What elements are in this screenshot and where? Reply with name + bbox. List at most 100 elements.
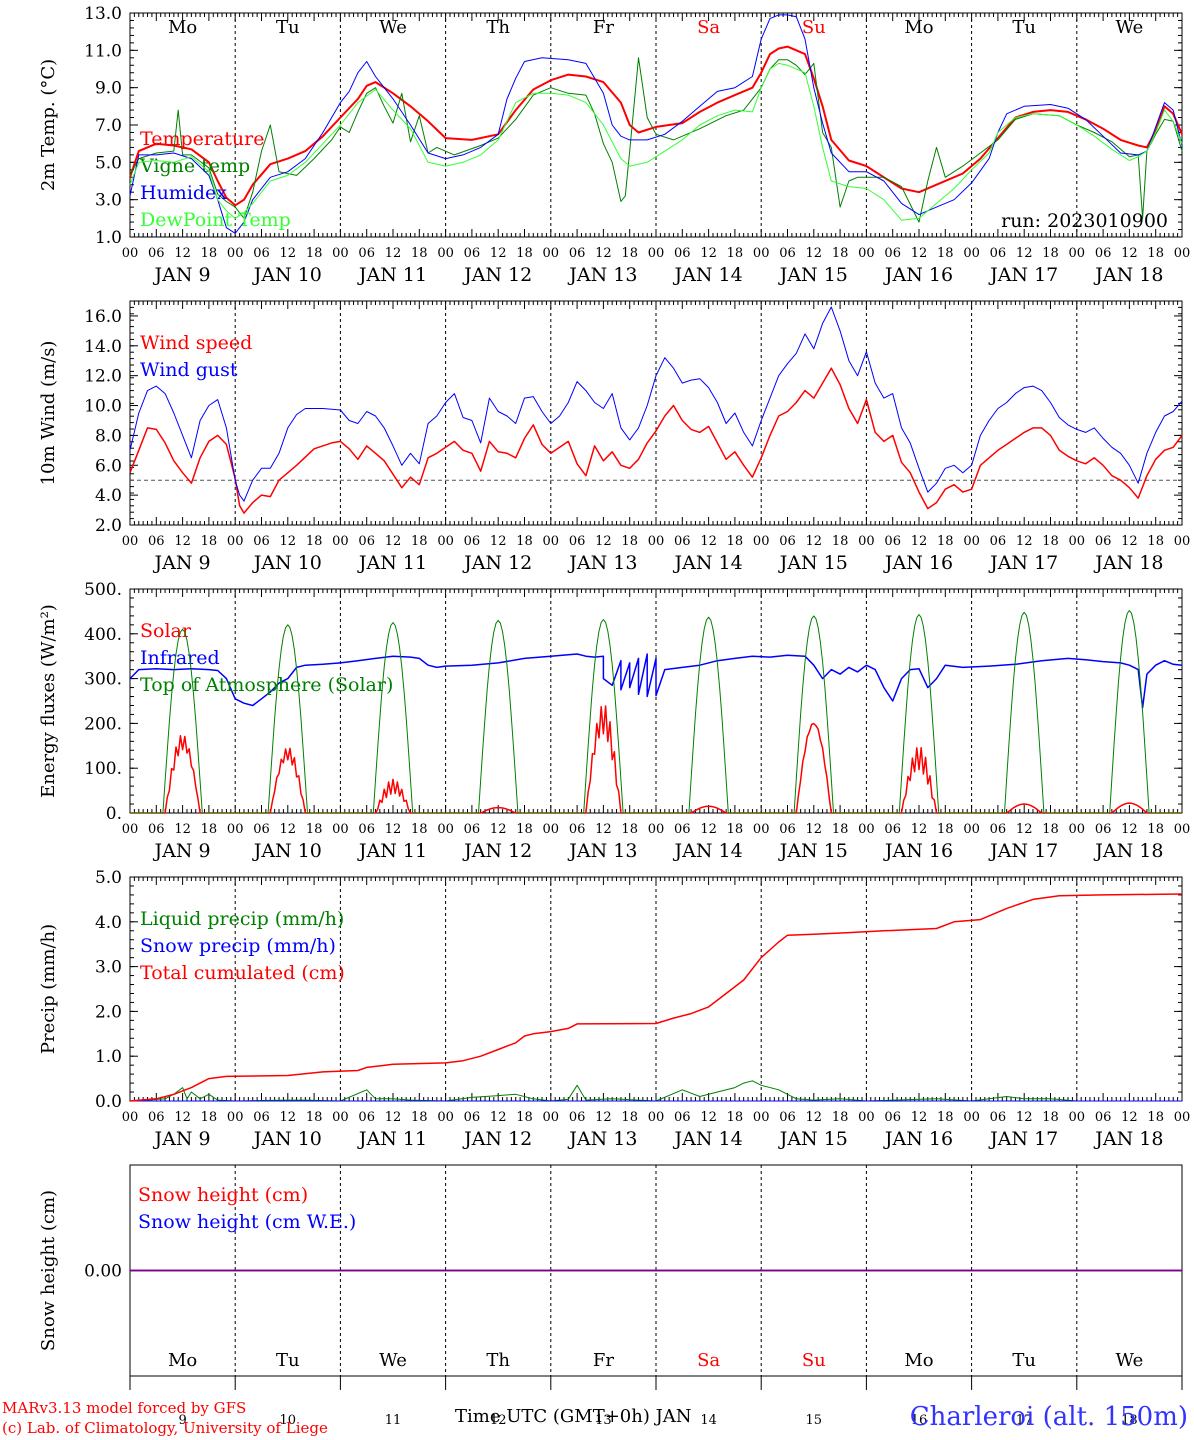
hour-tick-label: 06 [674, 534, 691, 549]
hour-tick-label: 06 [990, 246, 1007, 261]
hour-tick-label: 18 [411, 246, 428, 261]
hour-tick-label: 00 [648, 246, 665, 261]
date-label: JAN 17 [988, 1128, 1058, 1150]
hour-tick-label: 18 [516, 246, 533, 261]
date-label: JAN 15 [778, 264, 848, 286]
hour-tick-label: 06 [884, 822, 901, 837]
hour-tick-label: 18 [937, 1110, 954, 1125]
legend-entry: Wind gust [140, 359, 238, 381]
hour-tick-label: 06 [464, 1110, 481, 1125]
y-axis-title: 10m Wind (m/s) [38, 341, 59, 486]
hour-tick-label: 06 [358, 1110, 375, 1125]
hour-tick-label: 00 [858, 534, 875, 549]
day-number-label: 10 [280, 1413, 297, 1428]
hour-tick-label: 00 [227, 1110, 244, 1125]
hour-tick-label: 00 [648, 534, 665, 549]
hour-tick-label: 06 [148, 1110, 165, 1125]
day-number-label: 14 [700, 1413, 717, 1428]
date-label: JAN 14 [673, 1128, 743, 1150]
hour-tick-label: 18 [621, 534, 638, 549]
hour-tick-label: 00 [332, 822, 349, 837]
hour-tick-label: 06 [253, 1110, 270, 1125]
hour-tick-label: 00 [543, 534, 560, 549]
hour-tick-label: 00 [963, 534, 980, 549]
date-label: JAN 11 [357, 840, 427, 862]
hour-tick-label: 18 [306, 822, 323, 837]
hour-tick-label: 12 [280, 822, 297, 837]
hour-tick-label: 18 [832, 246, 849, 261]
date-label: JAN 18 [1093, 264, 1163, 286]
hour-tick-label: 12 [1121, 534, 1138, 549]
hour-tick-label: 12 [174, 534, 191, 549]
legend-entry: DewPoint Temp [140, 209, 291, 231]
hour-tick-label: 06 [1095, 246, 1112, 261]
hour-tick-label: 12 [385, 246, 402, 261]
hour-tick-label: 12 [911, 822, 928, 837]
hour-tick-label: 18 [727, 534, 744, 549]
hour-tick-label: 00 [1174, 822, 1191, 837]
hour-tick-label: 06 [1095, 1110, 1112, 1125]
hour-tick-label: 00 [753, 1110, 770, 1125]
date-label: JAN 10 [252, 264, 322, 286]
hour-tick-label: 00 [963, 822, 980, 837]
weekday-label: We [379, 17, 407, 38]
hour-tick-label: 00 [437, 822, 454, 837]
hour-tick-label: 06 [884, 1110, 901, 1125]
hour-tick-label: 18 [306, 534, 323, 549]
legend-entry: Top of Atmosphere (Solar) [140, 674, 393, 696]
station-label: Charleroi (alt. 150m) [909, 1402, 1188, 1432]
hour-tick-label: 12 [595, 534, 612, 549]
date-label: JAN 13 [567, 840, 637, 862]
hour-tick-label: 12 [806, 246, 823, 261]
hour-tick-label: 06 [253, 822, 270, 837]
hour-tick-label: 00 [1069, 246, 1086, 261]
y-tick-label: 6.0 [95, 456, 122, 476]
hour-tick-label: 00 [1069, 534, 1086, 549]
weekday-label: Mo [168, 17, 197, 38]
hour-tick-label: 00 [332, 246, 349, 261]
series-line-energy [130, 610, 1182, 814]
date-label: JAN 11 [357, 264, 427, 286]
hour-tick-label: 00 [648, 822, 665, 837]
legend-entry: Vigne temp [139, 155, 250, 177]
date-label: JAN 16 [883, 552, 953, 574]
date-label: JAN 16 [883, 264, 953, 286]
hour-tick-label: 12 [490, 822, 507, 837]
date-label: JAN 14 [673, 840, 743, 862]
hour-tick-label: 12 [174, 1110, 191, 1125]
hour-tick-label: 12 [1016, 822, 1033, 837]
date-label: JAN 11 [357, 552, 427, 574]
date-label: JAN 13 [567, 1128, 637, 1150]
x-axis-title: Time UTC (GMT+0h) JAN [455, 1406, 692, 1427]
date-label: JAN 17 [988, 840, 1058, 862]
hour-tick-label: 06 [148, 822, 165, 837]
date-label: JAN 12 [462, 552, 532, 574]
y-tick-label: 3.0 [95, 191, 122, 211]
hour-tick-label: 18 [1147, 1110, 1164, 1125]
weekday-label: Su [802, 1350, 826, 1371]
legend-entry: Snow precip (mm/h) [140, 935, 336, 957]
hour-tick-label: 18 [516, 822, 533, 837]
hour-tick-label: 06 [464, 246, 481, 261]
y-tick-label: 10.0 [84, 397, 122, 417]
hour-tick-label: 06 [884, 534, 901, 549]
weekday-label: Tu [1012, 1350, 1036, 1371]
day-number-label: 13 [595, 1413, 612, 1428]
hour-tick-label: 12 [1121, 822, 1138, 837]
model-credit: MARv3.13 model forced by GFS (c) Lab. of… [2, 1398, 328, 1438]
hour-tick-label: 12 [280, 1110, 297, 1125]
weekday-label: Th [486, 1350, 510, 1371]
hour-tick-label: 12 [1121, 246, 1138, 261]
hour-tick-label: 06 [779, 534, 796, 549]
hour-tick-label: 12 [595, 246, 612, 261]
y-tick-label: 100. [84, 759, 122, 779]
weekday-label: Tu [276, 17, 300, 38]
date-label: JAN 15 [778, 552, 848, 574]
date-label: JAN 17 [988, 552, 1058, 574]
weekday-label: We [1116, 1350, 1144, 1371]
panel-frame-temp [129, 12, 1183, 238]
hour-tick-label: 18 [727, 246, 744, 261]
hour-tick-label: 06 [779, 1110, 796, 1125]
hour-tick-label: 18 [411, 822, 428, 837]
hour-tick-label: 18 [306, 1110, 323, 1125]
